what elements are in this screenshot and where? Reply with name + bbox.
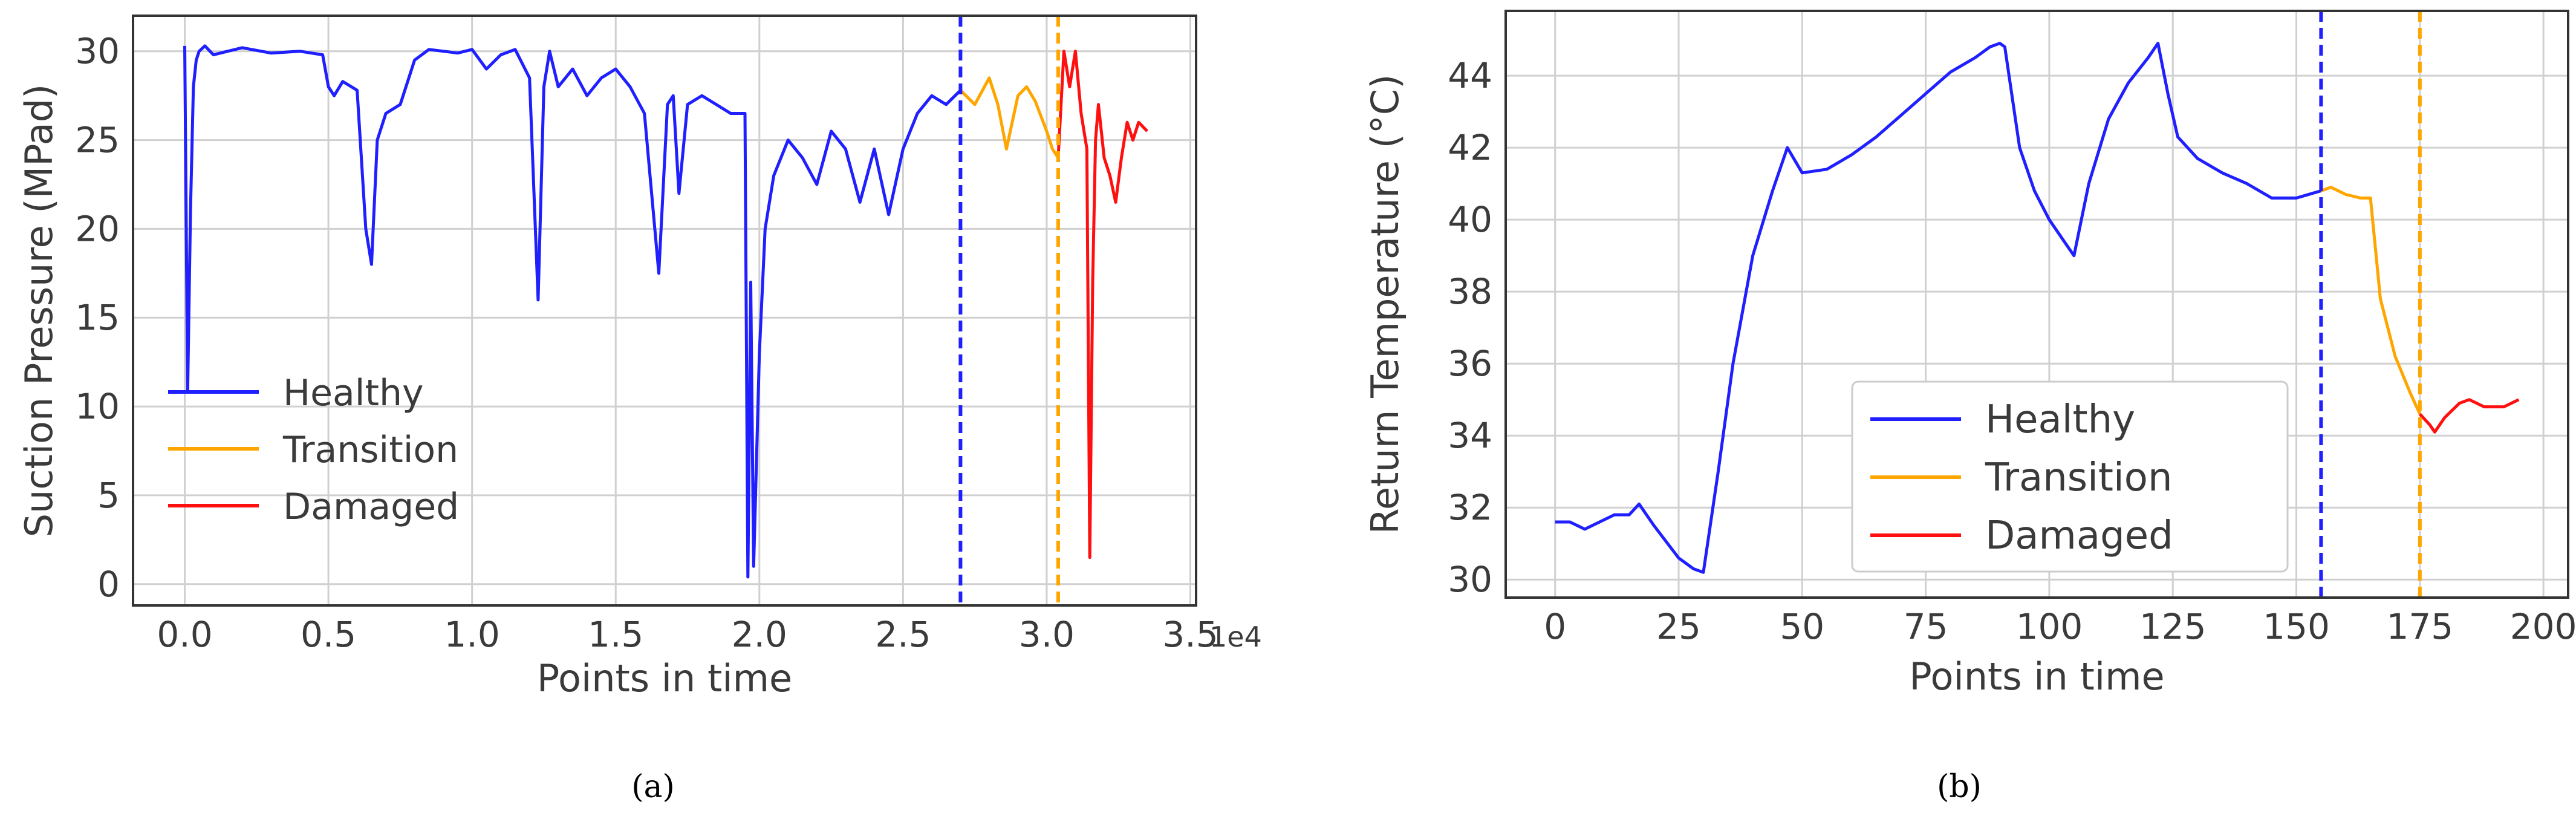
series-line-damaged [2418, 398, 2520, 434]
legend-label-healthy: Healthy [1985, 397, 2135, 442]
x-tick-label: 1.5 [588, 614, 643, 655]
x-offset-label: 1e4 [1209, 621, 1262, 653]
legend-label-transition: Transition [1985, 455, 2173, 500]
y-tick-label: 0 [97, 564, 120, 605]
y-tick-label: 36 [1448, 343, 1492, 384]
y-tick-label: 10 [75, 386, 120, 427]
x-tick-label: 2.5 [875, 614, 931, 655]
y-tick-label: 44 [1448, 55, 1492, 96]
x-tick-label: 200 [2510, 606, 2576, 647]
y-tick-label: 30 [75, 31, 120, 72]
x-tick-label: 100 [2016, 606, 2083, 647]
legend-label-healthy: Healthy [283, 372, 424, 414]
y-tick-label: 40 [1448, 199, 1492, 240]
x-tick-label: 1.0 [444, 614, 500, 655]
y-tick-label: 30 [1448, 559, 1492, 600]
series-line-healthy [183, 44, 962, 579]
x-tick-label: 175 [2386, 606, 2453, 647]
legend-label-damaged: Damaged [283, 486, 459, 528]
chart-return-temperature: 0 25 50 75 100 125 150 175 200 30 32 34 36 38 40 42 44 Po… [1363, 10, 2576, 699]
y-tick-label: 32 [1448, 487, 1492, 528]
x-tick-label: 0.5 [301, 614, 356, 655]
y-tick-label: 42 [1448, 127, 1492, 168]
x-tick-label: 50 [1780, 606, 1824, 647]
y-axis-label: Suction Pressure (MPad) [17, 84, 61, 537]
x-axis-label: Points in time [1909, 654, 2164, 699]
legend-label-damaged: Damaged [1985, 514, 2173, 558]
series-line-healthy [1555, 42, 2322, 574]
x-tick-label: 25 [1656, 606, 1701, 647]
y-tick-label: 25 [75, 120, 120, 161]
y-axis-label: Return Temperature (°C) [1363, 74, 1407, 535]
x-tick-label: 3.0 [1019, 614, 1075, 655]
caption-a: (a) [631, 769, 675, 805]
y-tick-label: 15 [75, 297, 120, 338]
x-tick-label: 125 [2139, 606, 2207, 647]
x-tick-label: 2.0 [732, 614, 787, 655]
legend: Healthy Transition Damaged [168, 372, 459, 528]
x-tick-label: 0 [1544, 606, 1566, 647]
series-line-transition [2320, 186, 2422, 415]
caption-b: (b) [1937, 769, 1982, 805]
y-tick-label: 38 [1448, 271, 1492, 312]
y-tick-label: 5 [97, 475, 120, 516]
x-tick-label: 3.5 [1162, 614, 1218, 655]
legend: Healthy Transition Damaged [1851, 380, 2289, 573]
x-tick-label: 0.0 [157, 614, 212, 655]
x-tick-label: 150 [2263, 606, 2330, 647]
x-axis-label: Points in time [537, 656, 792, 700]
y-tick-label: 34 [1448, 415, 1492, 456]
legend-box [1851, 380, 2289, 573]
series-line-damaged [1056, 50, 1148, 559]
y-tick-label: 20 [75, 208, 120, 249]
chart-suction-pressure: 0.0 0.5 1.0 1.5 2.0 2.5 3.0 3.5 0 5 10 15 20 25 30 1e4 P… [17, 15, 1262, 700]
plot-frame [132, 15, 1197, 607]
series-line-transition [959, 76, 1059, 159]
legend-label-transition: Transition [282, 429, 458, 471]
plot-frame [1504, 10, 2569, 599]
x-tick-label: 75 [1904, 606, 1948, 647]
